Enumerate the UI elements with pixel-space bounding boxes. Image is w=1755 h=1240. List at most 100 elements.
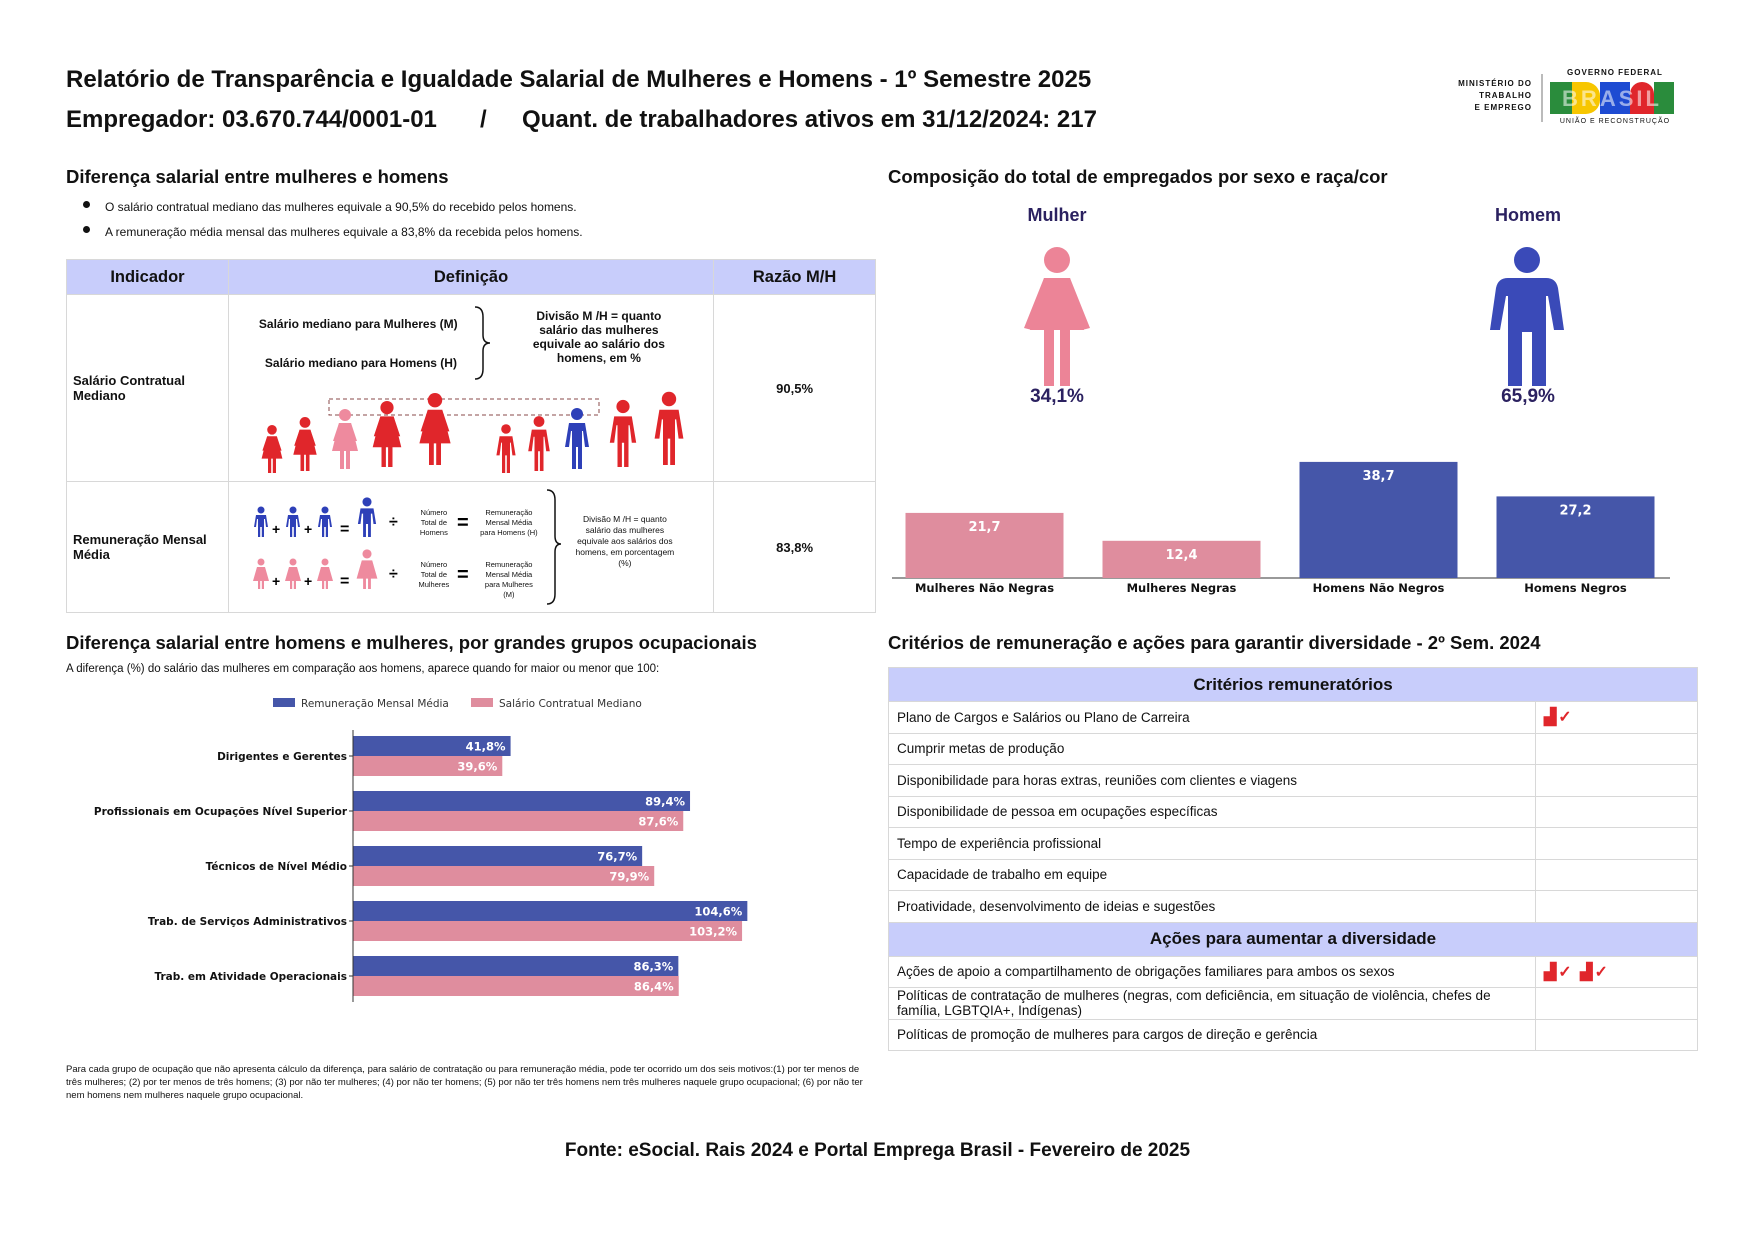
criteria-row: Disponibilidade de pessoa em ocupações e… xyxy=(888,795,1698,828)
bar xyxy=(353,921,743,941)
criteria-label: Políticas de contratação de mulheres (ne… xyxy=(888,987,1536,1020)
remuneration-criteria-header-label: Critérios remuneratórios xyxy=(888,667,1698,702)
bar xyxy=(1299,461,1458,578)
occupational-bar-chart: Remuneração Mensal Média Salário Contratu… xyxy=(94,698,748,1002)
company-check-icon xyxy=(1535,764,1698,797)
svg-text:+: + xyxy=(304,573,312,589)
bar xyxy=(353,976,679,996)
svg-text:=: = xyxy=(457,512,469,534)
svg-text:÷: ÷ xyxy=(389,514,398,531)
category-label: Mulheres Negras xyxy=(1127,581,1237,595)
svg-text:=: = xyxy=(340,521,349,538)
logo-divider xyxy=(1541,74,1543,122)
col-indicator: Indicador xyxy=(66,259,229,295)
bar-value-label: 12,4 xyxy=(1165,548,1197,563)
company-check-icon xyxy=(1535,732,1698,765)
man-percent: 65,9% xyxy=(1501,386,1555,407)
category-label: Homens Negros xyxy=(1524,581,1627,595)
criteria-table: Critérios remuneratórios Plano de Cargos … xyxy=(888,667,1698,1051)
ministry-line3: E EMPREGO xyxy=(1474,103,1532,112)
category-label: Técnicos de Nível Médio xyxy=(206,861,347,873)
bar-value-label: 38,7 xyxy=(1362,469,1394,484)
company-check-icon xyxy=(1535,987,1698,1020)
definition-remuneration: + + = ÷ = + + = ÷ = Número Total de Home… xyxy=(227,481,715,613)
people-average-illustration: + + = ÷ = + + = ÷ = xyxy=(252,489,561,605)
header-separator: / xyxy=(480,106,487,133)
company-check-icon xyxy=(1535,795,1698,828)
ratio-contractual: 90,5% xyxy=(713,294,876,482)
ratio-remuneration: 83,8% xyxy=(713,481,876,613)
bar-value-label: 21,7 xyxy=(968,520,1000,535)
bar-value-label: 89,4% xyxy=(645,795,685,809)
criteria-label: Disponibilidade para horas extras, reuni… xyxy=(888,764,1536,797)
col-definition: Definição xyxy=(227,259,715,295)
ministry-line2: TRABALHO xyxy=(1479,91,1532,100)
bullet-contractual: O salário contratual mediano das mulhere… xyxy=(105,200,577,214)
occupational-footnote: Para cada grupo de ocupação que não apre… xyxy=(66,1064,863,1101)
criteria-label: Ações de apoio a compartilhamento de obr… xyxy=(888,955,1536,988)
ministry-logo: MINISTÉRIO DO TRABALHO E EMPREGO xyxy=(1430,78,1532,114)
bar-value-label: 104,6% xyxy=(694,905,742,919)
indicator-table: Indicador Definição Razão M/H Salário Co… xyxy=(66,259,876,613)
svg-text:+: + xyxy=(272,521,280,537)
employer-id: Empregador: 03.670.744/0001-01 xyxy=(66,106,437,133)
criteria-label: Plano de Cargos e Salários ou Plano de C… xyxy=(888,701,1536,734)
company-check-icon xyxy=(1535,827,1698,860)
num-total-women: Número Total de Mulheres xyxy=(418,560,450,589)
rem-avg-men: Remuneração Mensal Média para Homens (H) xyxy=(480,508,538,537)
category-label: Mulheres Não Negras xyxy=(915,581,1054,595)
bullet-dot xyxy=(83,226,90,233)
criteria-row: Políticas de contratação de mulheres (ne… xyxy=(888,987,1698,1020)
bullet-remuneration: A remuneração média mensal das mulheres … xyxy=(105,225,583,239)
gov-slogan: UNIÃO E RECONSTRUÇÃO xyxy=(1559,118,1671,125)
def-women-median: Salário mediano para Mulheres (M) xyxy=(258,317,458,331)
criteria-label: Tempo de experiência profissional xyxy=(888,827,1536,860)
bar xyxy=(1496,496,1655,578)
bar xyxy=(1102,540,1261,578)
criteria-label: Cumprir metas de produção xyxy=(888,732,1536,765)
indicator-remuneration: Remuneração Mensal Média xyxy=(66,481,229,613)
criteria-row: Proatividade, desenvolvimento de ideias … xyxy=(888,890,1698,923)
bar-value-label: 87,6% xyxy=(638,815,678,829)
criteria-row: Disponibilidade para horas extras, reuni… xyxy=(888,764,1698,797)
diversity-actions-header: Ações para aumentar a diversidade xyxy=(888,921,1698,957)
gov-federal-label: GOVERNO FEDERAL xyxy=(1567,68,1663,77)
criteria-label: Disponibilidade de pessoa em ocupações e… xyxy=(888,795,1536,828)
salary-section-title: Diferença salarial entre mulheres e home… xyxy=(66,166,449,187)
definition-contractual: Salário mediano para Mulheres (M) Salári… xyxy=(227,294,715,482)
bar-value-label: 39,6% xyxy=(457,760,497,774)
bar xyxy=(353,956,679,976)
brasil-wordmark: BRASIL xyxy=(1550,80,1680,116)
bar xyxy=(353,866,655,886)
bar xyxy=(353,811,684,831)
gov-federal-logo: GOVERNO FEDERAL BRASIL UNIÃO E RECONSTRU… xyxy=(1550,68,1680,125)
criteria-row: Políticas de promoção de mulheres para c… xyxy=(888,1018,1698,1051)
brasil-text: BRASIL xyxy=(1562,86,1662,111)
company-check-icon: ▟✓ ▟✓ xyxy=(1535,955,1698,988)
svg-text:=: = xyxy=(457,564,469,586)
remuneration-criteria-header: Critérios remuneratórios xyxy=(888,667,1698,702)
criteria-label: Proatividade, desenvolvimento de ideias … xyxy=(888,890,1536,923)
def-division-remuneration: Divisão M /H = quanto salário das mulher… xyxy=(575,514,675,568)
man-icon xyxy=(1490,247,1564,386)
company-check-icon xyxy=(1535,1018,1698,1051)
company-check-icon xyxy=(1535,890,1698,923)
criteria-label: Capacidade de trabalho em equipe xyxy=(888,858,1536,891)
legend-swatch xyxy=(273,698,295,707)
report-title: Relatório de Transparência e Igualdade S… xyxy=(66,66,1092,93)
bar xyxy=(353,901,748,921)
criteria-title: Critérios de remuneração e ações para ga… xyxy=(888,632,1541,653)
criteria-row: Tempo de experiência profissional xyxy=(888,827,1698,860)
bar xyxy=(353,736,511,756)
composition-bar-chart: 21,7 Mulheres Não Negras 12,4 Mulheres Negr… xyxy=(892,461,1670,595)
man-label: Homem xyxy=(1494,205,1561,225)
legend-swatch xyxy=(471,698,493,707)
num-total-men: Número Total de Homens xyxy=(419,508,448,537)
svg-text:+: + xyxy=(304,521,312,537)
bar xyxy=(353,791,691,811)
bar-value-label: 27,2 xyxy=(1559,503,1591,518)
source-footer: Fonte: eSocial. Rais 2024 e Portal Empre… xyxy=(564,1140,1191,1161)
diversity-actions-header-label: Ações para aumentar a diversidade xyxy=(888,921,1698,957)
bullet-dot xyxy=(83,201,90,208)
category-label: Profissionais em Ocupações Nível Superio… xyxy=(94,806,348,818)
